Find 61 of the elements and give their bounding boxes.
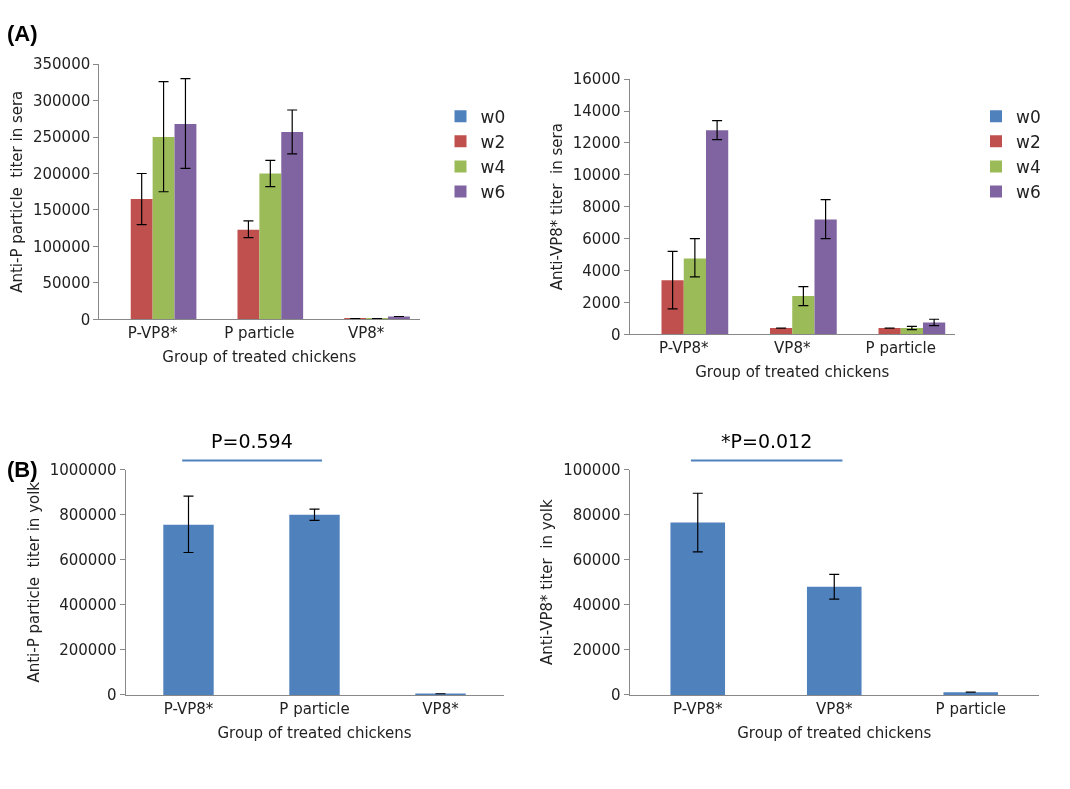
x-tick-label: P-VP8* (127, 324, 178, 343)
x-tick-label: P particle (865, 339, 936, 358)
x-tick-label: P particle (279, 699, 350, 718)
y-tick-label: 200000 (32, 164, 91, 183)
y-tick-label: 250000 (32, 128, 91, 147)
y-tick-label: 20000 (572, 641, 621, 660)
y-tick-label: 80000 (572, 505, 621, 524)
y-tick-label: 60000 (572, 550, 621, 569)
x-axis-title: Group of treated chickens (737, 723, 932, 742)
x-tick-label: P-VP8* (658, 339, 710, 358)
x-tick-label: VP8* (816, 699, 853, 718)
y-axis-title: Anti-P particle titer in sera (8, 90, 27, 293)
x-tick-label: VP8* (774, 339, 811, 358)
y-tick-label: 350000 (32, 55, 91, 74)
y-tick-label: 100000 (563, 460, 621, 479)
legend-label: w0 (1016, 106, 1041, 127)
text: (A) (7, 21, 38, 46)
y-tick-label: 16000 (572, 70, 621, 89)
text: (B) (7, 457, 38, 482)
x-tick-label: VP8* (422, 699, 460, 718)
legend-label: w2 (480, 131, 506, 152)
y-tick-label: 14000 (572, 102, 621, 121)
y-tick-label: 600000 (59, 550, 117, 569)
x-tick-label: VP8* (347, 324, 385, 343)
y-tick-label: 2000 (582, 293, 621, 312)
y-tick-label: 800000 (59, 505, 117, 524)
y-tick-label: 100000 (32, 237, 91, 256)
y-tick-label: 8000 (582, 198, 621, 216)
y-tick-label: 10000 (572, 166, 621, 185)
y-tick-label: 50000 (42, 274, 91, 293)
y-axis-title: Anti-VP8* titer in yolk (538, 499, 557, 666)
text: P=0.594 (211, 430, 293, 452)
x-axis-title: Group of treated chickens (162, 348, 357, 367)
y-tick-label: 0 (80, 310, 91, 329)
x-tick-label: P-VP8* (672, 699, 724, 718)
y-tick-label: 40000 (572, 596, 621, 615)
y-tick-label: 300000 (32, 91, 91, 110)
y-axis-title: Anti-P particle titer in yolk (24, 481, 43, 683)
legend-label: w6 (1016, 182, 1041, 203)
y-tick-label: 200000 (59, 641, 117, 660)
y-tick-label: 0 (610, 686, 621, 705)
x-axis-title: Group of treated chickens (217, 723, 412, 742)
x-tick-label: P particle (935, 699, 1006, 718)
legend-label: w4 (480, 157, 506, 178)
x-axis-title: Group of treated chickens (695, 363, 890, 382)
legend-label: w6 (480, 182, 506, 203)
y-tick-label: 400000 (59, 596, 117, 615)
y-tick-label: 12000 (572, 134, 621, 153)
text: *P=0.012 (721, 430, 813, 452)
x-tick-label: P-VP8* (163, 699, 214, 718)
y-tick-label: 0 (106, 686, 117, 705)
y-tick-label: 1000000 (49, 460, 117, 479)
legend-label: w0 (480, 106, 506, 127)
y-axis-title: Anti-VP8* titer in sera (548, 123, 567, 291)
y-tick-label: 6000 (582, 229, 621, 248)
y-tick-label: 0 (610, 325, 621, 344)
legend-label: w2 (1016, 131, 1041, 152)
y-tick-label: 150000 (32, 201, 91, 220)
legend-label: w4 (1016, 157, 1041, 178)
y-tick-label: 4000 (582, 261, 621, 280)
x-tick-label: P particle (224, 324, 295, 343)
